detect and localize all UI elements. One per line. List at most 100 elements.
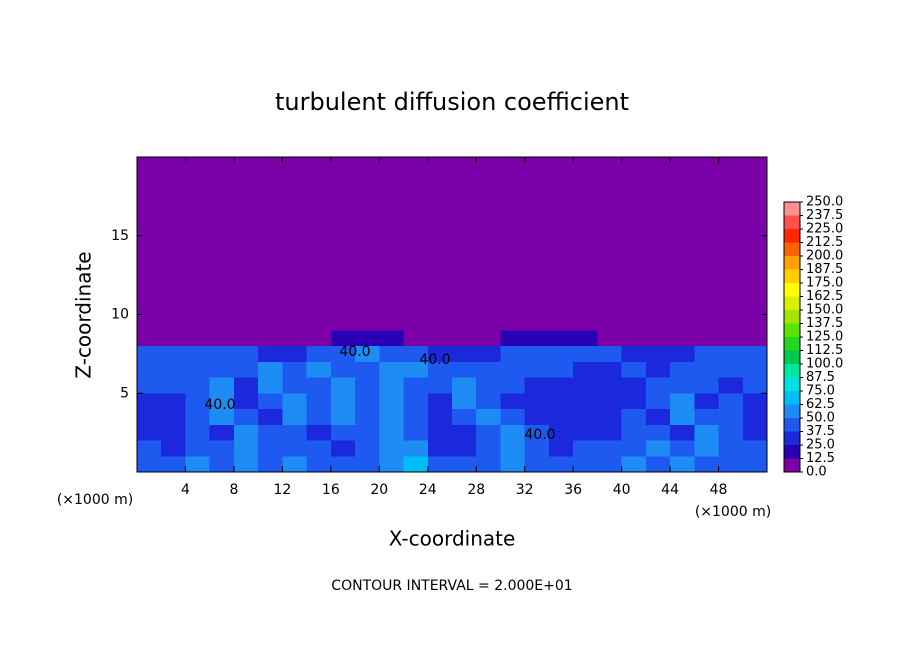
colorbar-label: 212.5 — [806, 235, 843, 250]
field-cell — [209, 157, 234, 315]
field-cell — [548, 456, 574, 472]
field-cell — [694, 330, 719, 346]
field-cell — [282, 346, 307, 362]
field-cell — [452, 393, 477, 409]
field-cell — [403, 314, 428, 331]
field-cell — [233, 361, 259, 378]
field-cell — [452, 424, 477, 441]
colorbar-swatch — [784, 229, 800, 243]
field-cell — [137, 424, 162, 441]
field-cell — [573, 409, 598, 425]
colorbar-label: 125.0 — [806, 330, 843, 345]
field-cell — [355, 409, 380, 425]
field-cell — [330, 456, 356, 472]
field-cell — [355, 393, 380, 409]
field-cell — [330, 440, 356, 457]
field-cell — [597, 314, 622, 331]
x-tick-label: 8 — [229, 482, 238, 498]
field-cell — [670, 393, 695, 409]
field-cell — [597, 440, 622, 457]
field-cell — [621, 377, 646, 394]
field-cell — [403, 409, 428, 425]
colorbar-label: 37.5 — [806, 424, 835, 439]
field-cell — [524, 361, 549, 378]
field-cell — [233, 440, 259, 457]
field-cell — [355, 330, 380, 346]
field-cell — [161, 157, 186, 315]
field-cell — [597, 424, 622, 441]
field-cell — [282, 157, 307, 315]
field-cell — [500, 330, 525, 346]
colorbar-swatch — [784, 431, 800, 445]
field-cell — [379, 157, 404, 315]
field-cell — [645, 409, 671, 425]
field-cell — [694, 346, 719, 362]
colorbar-swatch — [784, 269, 800, 283]
colorbar-label: 75.0 — [806, 384, 835, 399]
field-cell — [306, 330, 331, 346]
colorbar-label: 162.5 — [806, 289, 843, 304]
field-cell — [379, 456, 404, 472]
colorbar-swatch — [784, 283, 800, 297]
colorbar-swatch — [784, 377, 800, 391]
field-cell — [330, 393, 356, 409]
field-cell — [500, 440, 525, 457]
x-unit-label: (×1000 m) — [57, 492, 133, 508]
colorbar-label: 150.0 — [806, 303, 843, 318]
colorbar-label: 112.5 — [806, 343, 843, 358]
field-cell — [621, 456, 646, 472]
field-cell — [185, 346, 210, 362]
field-cell — [524, 409, 549, 425]
contour-label: 40.0 — [524, 427, 555, 443]
field-cell — [694, 314, 719, 331]
field-cell — [427, 440, 452, 457]
field-cell — [500, 361, 525, 378]
field-cell — [742, 393, 767, 409]
field-cell — [718, 409, 743, 425]
field-cell — [597, 157, 622, 315]
field-cell — [476, 346, 501, 362]
field-cell — [306, 314, 331, 331]
field-cell — [621, 424, 646, 441]
colorbar-label: 225.0 — [806, 222, 843, 237]
field-cell — [742, 361, 767, 378]
field-cell — [355, 440, 380, 457]
field-cell — [185, 393, 210, 409]
field-cell — [500, 409, 525, 425]
field-cell — [306, 440, 331, 457]
field-cell — [209, 393, 234, 409]
field-cell — [670, 456, 695, 472]
colorbar-swatch — [784, 350, 800, 364]
field-cell — [161, 314, 186, 331]
colorbar-label: 0.0 — [806, 465, 827, 480]
field-cell — [427, 456, 452, 472]
y-tick-label: 10 — [111, 307, 129, 323]
field-cell — [403, 361, 428, 378]
field-cell — [476, 409, 501, 425]
field-cell — [355, 346, 380, 362]
colorbar-label: 50.0 — [806, 411, 835, 426]
field-cell — [379, 361, 404, 378]
x-tick-label: 28 — [467, 482, 485, 498]
colorbar-swatch — [784, 418, 800, 432]
field-cell — [306, 424, 331, 441]
field-cell — [282, 330, 307, 346]
field-cell — [209, 346, 234, 362]
field-cell — [548, 424, 574, 441]
field-cell — [258, 346, 283, 362]
field-cell — [330, 424, 356, 441]
field-cell — [742, 424, 767, 441]
colorbar-swatch — [784, 458, 800, 472]
field-cell — [524, 377, 549, 394]
chart-title: turbulent diffusion coefficient — [275, 88, 629, 116]
colorbar-swatch — [784, 445, 800, 459]
field-cell — [670, 314, 695, 331]
field-cell — [427, 330, 452, 346]
x-tick-label: 48 — [710, 482, 728, 498]
field-cell — [742, 456, 767, 472]
field-cell — [524, 393, 549, 409]
field-cell — [621, 361, 646, 378]
field-cell — [161, 346, 186, 362]
colorbar-swatch — [784, 202, 800, 216]
field-cell — [694, 393, 719, 409]
